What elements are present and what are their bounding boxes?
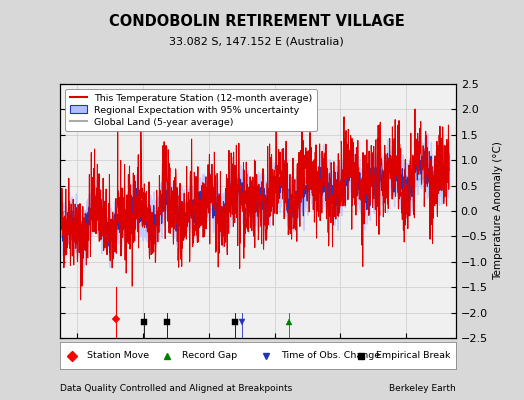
Text: Berkeley Earth: Berkeley Earth [389,384,456,393]
Text: CONDOBOLIN RETIREMENT VILLAGE: CONDOBOLIN RETIREMENT VILLAGE [109,14,405,30]
Text: Empirical Break: Empirical Break [376,351,451,360]
Text: Station Move: Station Move [87,351,149,360]
Text: Time of Obs. Change: Time of Obs. Change [281,351,380,360]
Text: Record Gap: Record Gap [182,351,237,360]
Text: 33.082 S, 147.152 E (Australia): 33.082 S, 147.152 E (Australia) [169,37,344,47]
Y-axis label: Temperature Anomaly (°C): Temperature Anomaly (°C) [494,142,504,280]
Legend: This Temperature Station (12-month average), Regional Expectation with 95% uncer: This Temperature Station (12-month avera… [65,89,317,131]
Text: Data Quality Controlled and Aligned at Breakpoints: Data Quality Controlled and Aligned at B… [60,384,292,393]
